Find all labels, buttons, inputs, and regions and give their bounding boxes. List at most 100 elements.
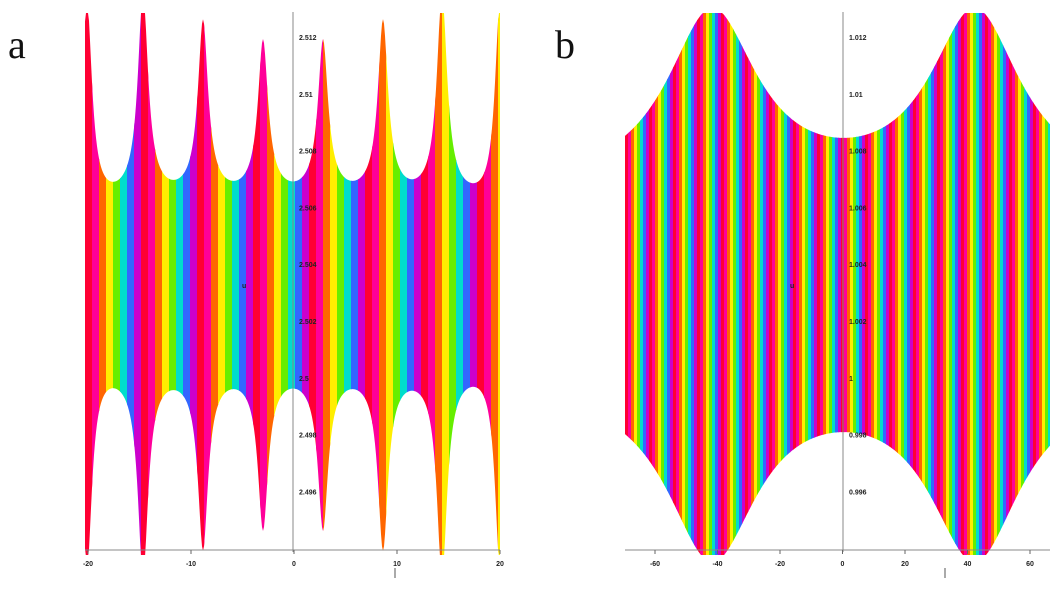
- axis-label: u: [242, 283, 246, 290]
- y-tick-label: 1.002: [849, 319, 867, 326]
- stripe: [775, 13, 779, 555]
- stripe: [799, 13, 803, 555]
- stripe: [393, 13, 401, 555]
- stripe: [946, 13, 950, 555]
- stripe: [703, 13, 707, 555]
- stripe: [484, 13, 492, 555]
- y-tick-label: 2.504: [299, 262, 317, 269]
- y-tick-label: 2.5: [299, 376, 309, 383]
- stripe: [197, 13, 205, 555]
- stripe: [892, 13, 896, 555]
- stripe: [952, 13, 956, 555]
- stripe: [964, 13, 968, 555]
- stripe: [979, 13, 983, 555]
- stripe: [407, 13, 415, 555]
- stripe: [225, 13, 233, 555]
- stripe: [727, 13, 731, 555]
- stripe: [141, 13, 149, 555]
- stripe: [634, 13, 638, 555]
- stripe: [913, 13, 917, 555]
- stripe: [943, 13, 947, 555]
- stripe: [769, 13, 773, 555]
- stripe: [901, 13, 905, 555]
- stripe: [1018, 13, 1022, 555]
- stripe: [155, 13, 163, 555]
- stripe: [847, 13, 851, 555]
- stripe: [754, 13, 758, 555]
- stripe: [991, 13, 995, 555]
- stripe: [1030, 13, 1034, 555]
- stripe: [260, 13, 268, 555]
- stripe: [463, 13, 471, 555]
- stripe: [281, 13, 289, 555]
- stripe: [628, 13, 632, 555]
- stripe: [868, 13, 872, 555]
- stripe: [625, 13, 629, 555]
- stripe: [673, 13, 677, 555]
- y-tick-label: 2.508: [299, 149, 317, 156]
- stripe: [1039, 13, 1043, 555]
- stripe: [379, 13, 387, 555]
- stripe: [823, 13, 827, 555]
- stripe: [853, 13, 857, 555]
- y-tick-label: 2.506: [299, 205, 317, 212]
- stripe: [883, 13, 887, 555]
- stripe: [365, 13, 373, 555]
- y-tick-label: 2.498: [299, 433, 317, 440]
- stripe: [802, 13, 806, 555]
- stripe: [649, 13, 653, 555]
- stripe: [106, 13, 114, 555]
- stripe: [862, 13, 866, 555]
- stripe: [709, 13, 713, 555]
- stripe: [169, 13, 177, 555]
- stripe: [652, 13, 656, 555]
- stripe: [667, 13, 671, 555]
- stripe: [358, 13, 366, 555]
- stripe: [190, 13, 198, 555]
- stripe: [288, 13, 296, 555]
- stripe: [715, 13, 719, 555]
- stripe: [295, 13, 303, 555]
- stripe: [239, 13, 247, 555]
- stripe: [757, 13, 761, 555]
- stripe: [961, 13, 965, 555]
- stripe: [787, 13, 791, 555]
- stripe: [646, 13, 650, 555]
- stripe: [1015, 13, 1019, 555]
- plot-b-surface: [625, 13, 1050, 555]
- stripe: [1000, 13, 1004, 555]
- stripe: [211, 13, 219, 555]
- stripe: [919, 13, 923, 555]
- stripe: [751, 13, 755, 555]
- stripe: [1003, 13, 1007, 555]
- stripe: [697, 13, 701, 555]
- stripe: [910, 13, 914, 555]
- stripe: [784, 13, 788, 555]
- stripe: [700, 13, 704, 555]
- stripe: [688, 13, 692, 555]
- stripe: [874, 13, 878, 555]
- x-tick-label: 20: [901, 561, 909, 568]
- stripe: [940, 13, 944, 555]
- y-tick-label: 1.008: [849, 149, 867, 156]
- stripe: [435, 13, 443, 555]
- stripe: [835, 13, 839, 555]
- stripe: [931, 13, 935, 555]
- stripe: [844, 13, 848, 555]
- stripe: [826, 13, 830, 555]
- stripe: [970, 13, 974, 555]
- stripe: [718, 13, 722, 555]
- stripe: [739, 13, 743, 555]
- y-tick-label: 2.496: [299, 489, 317, 496]
- stripe: [976, 13, 980, 555]
- stripe: [274, 13, 282, 555]
- stripe: [491, 13, 499, 555]
- y-tick-label: 1: [849, 376, 853, 383]
- x-tick-label: 20: [496, 561, 504, 568]
- stripe: [958, 13, 962, 555]
- stripe: [988, 13, 992, 555]
- stripe: [721, 13, 725, 555]
- stripe: [955, 13, 959, 555]
- axis-label: u: [790, 283, 794, 290]
